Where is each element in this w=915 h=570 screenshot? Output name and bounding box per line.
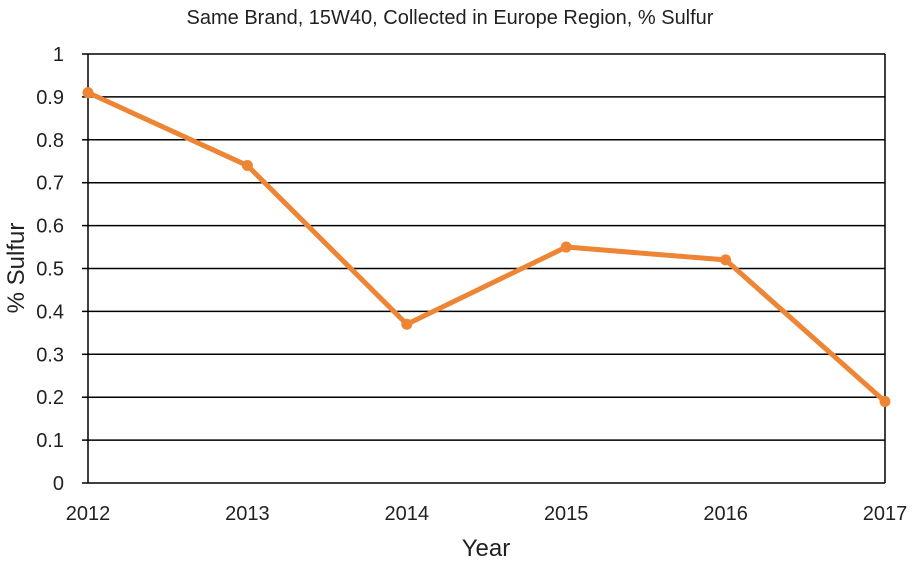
y-tick-label: 0	[53, 473, 64, 495]
series-layer	[82, 87, 891, 407]
y-tick-label: 0.8	[36, 130, 64, 152]
series-line	[85, 90, 888, 404]
x-tick-label: 2015	[544, 503, 589, 525]
x-axis-label: Year	[462, 535, 511, 562]
data-point	[720, 254, 732, 266]
y-tick-label: 0.6	[36, 216, 64, 238]
y-tick-label: 0.9	[36, 87, 64, 109]
x-tick-label: 2016	[703, 503, 748, 525]
data-point	[241, 160, 253, 172]
y-tick-label: 1	[53, 44, 64, 66]
x-tick-label: 2013	[225, 503, 270, 525]
y-tick-label: 0.2	[36, 387, 64, 409]
x-tick-label: 2017	[863, 503, 908, 525]
x-tick-label: 2012	[66, 503, 111, 525]
gridlines	[88, 53, 885, 441]
data-point	[82, 87, 94, 99]
data-point	[879, 395, 891, 407]
y-axis-label: % Sulfur	[3, 223, 30, 314]
x-tick-label: 2014	[385, 503, 430, 525]
chart-title: Same Brand, 15W40, Collected in Europe R…	[187, 7, 714, 29]
y-tick-label: 0.3	[36, 344, 64, 366]
y-tick-label: 0.1	[36, 430, 64, 452]
y-tick-label: 0.5	[36, 259, 64, 281]
y-tick-labels: 0 0.1 0.2 0.3 0.4 0.5 0.6 0.7 0.8 0.9 1	[36, 44, 64, 495]
y-tick-label: 0.4	[36, 301, 64, 323]
data-point	[401, 318, 413, 330]
x-tick-labels: 2012 2013 2014 2015 2016 2017	[66, 503, 908, 525]
data-point	[560, 241, 572, 253]
y-tick-label: 0.7	[36, 173, 64, 195]
